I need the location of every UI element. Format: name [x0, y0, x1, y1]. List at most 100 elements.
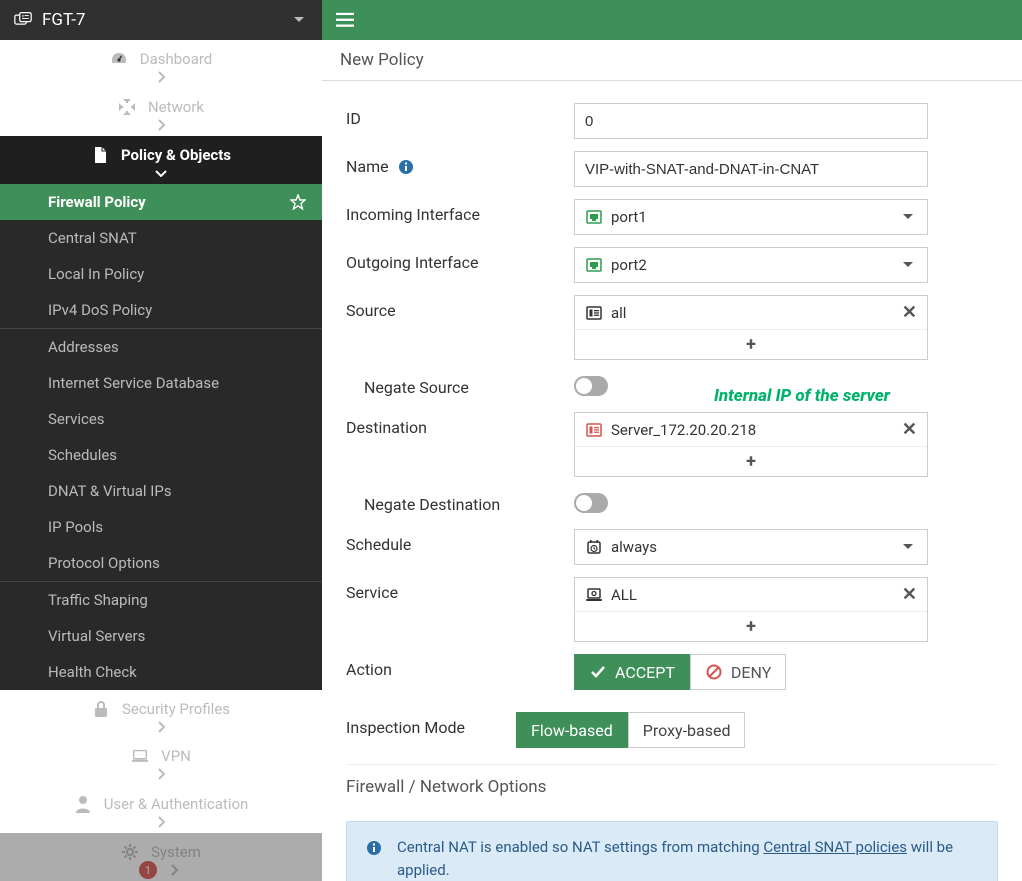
sidebar-item-dashboard[interactable]: Dashboard	[0, 40, 322, 88]
star-icon[interactable]	[290, 194, 306, 210]
negate-source-toggle[interactable]	[574, 376, 608, 396]
sidebar-item-central-snat[interactable]: Central SNAT	[0, 220, 322, 256]
section-firewall-network: Firewall / Network Options	[346, 764, 998, 805]
device-name: FGT-7	[42, 10, 85, 30]
service-icon	[585, 586, 603, 604]
user-icon	[74, 795, 92, 813]
port-icon	[585, 256, 603, 274]
port-icon	[585, 208, 603, 226]
add-source-button[interactable]: +	[575, 329, 927, 359]
info-panel: Central NAT is enabled so NAT settings f…	[346, 821, 998, 881]
outgoing-interface-select[interactable]: port2	[574, 247, 928, 283]
sidebar-item-dnat-vip[interactable]: DNAT & Virtual IPs	[0, 473, 322, 509]
nav-sub-label: Addresses	[48, 338, 119, 356]
add-destination-button[interactable]: +	[575, 446, 927, 476]
deny-button[interactable]: DENY	[690, 654, 786, 690]
btn-label: Proxy-based	[643, 721, 731, 740]
caret-down-icon	[290, 11, 308, 29]
source-item[interactable]: all ✕	[575, 296, 927, 329]
annotation-text: Internal IP of the server	[714, 386, 890, 406]
device-icon	[14, 11, 32, 29]
chevron-right-icon	[152, 765, 170, 783]
schedule-select[interactable]: always	[574, 529, 928, 565]
chevron-right-icon	[152, 68, 170, 86]
label-incoming: Incoming Interface	[346, 199, 574, 224]
proxy-based-button[interactable]: Proxy-based	[628, 712, 746, 748]
info-icon	[365, 839, 383, 857]
caret-down-icon	[899, 538, 917, 556]
main-pane: New Policy ID Name	[322, 0, 1022, 881]
caret-down-icon	[899, 208, 917, 226]
device-selector[interactable]: FGT-7	[0, 0, 322, 40]
sidebar-item-system[interactable]: System 1	[0, 833, 322, 881]
remove-icon[interactable]: ✕	[902, 584, 917, 605]
sidebar-item-traffic-shaping[interactable]: Traffic Shaping	[0, 582, 322, 618]
sidebar-item-health-check[interactable]: Health Check	[0, 654, 322, 690]
label-negate-source: Negate Source	[346, 372, 574, 397]
nav-sub-label: Virtual Servers	[48, 627, 145, 645]
sidebar-item-user-auth[interactable]: User & Authentication	[0, 785, 322, 833]
sidebar-item-addresses[interactable]: Addresses	[0, 329, 322, 365]
nav-sub-label: DNAT & Virtual IPs	[48, 482, 172, 500]
select-value: always	[611, 538, 657, 556]
destination-multiselect[interactable]: Server_172.20.20.218 ✕ +	[574, 412, 928, 477]
file-icon	[91, 146, 109, 164]
sidebar-item-policy-objects[interactable]: Policy & Objects	[0, 136, 322, 184]
chevron-down-icon	[152, 164, 170, 182]
system-badge: 1	[139, 861, 157, 879]
sidebar-item-local-in-policy[interactable]: Local In Policy	[0, 256, 322, 292]
nav-sub-label: Central SNAT	[48, 229, 137, 247]
sidebar-item-security-profiles[interactable]: Security Profiles	[0, 690, 322, 738]
btn-label: DENY	[731, 663, 771, 682]
name-input[interactable]	[574, 151, 928, 187]
nav-sub-label: Protocol Options	[48, 554, 160, 572]
sidebar-item-virtual-servers[interactable]: Virtual Servers	[0, 618, 322, 654]
chevron-right-icon	[152, 718, 170, 736]
btn-label: Flow-based	[531, 721, 613, 740]
source-multiselect[interactable]: all ✕ +	[574, 295, 928, 360]
item-label: Server_172.20.20.218	[611, 421, 756, 439]
sidebar-item-services[interactable]: Services	[0, 401, 322, 437]
negate-destination-toggle[interactable]	[574, 493, 608, 513]
action-toggle: ACCEPT DENY	[574, 654, 928, 690]
nav-sub-label: Firewall Policy	[48, 193, 146, 211]
label-source: Source	[346, 295, 574, 320]
incoming-interface-select[interactable]: port1	[574, 199, 928, 235]
caret-down-icon	[899, 256, 917, 274]
add-service-button[interactable]: +	[575, 611, 927, 641]
address-icon	[585, 304, 603, 322]
sidebar-item-network[interactable]: Network	[0, 88, 322, 136]
sidebar-item-internet-service-db[interactable]: Internet Service Database	[0, 365, 322, 401]
label-name: Name	[346, 151, 574, 176]
item-label: ALL	[611, 586, 637, 604]
label-id: ID	[346, 103, 574, 128]
remove-icon[interactable]: ✕	[902, 302, 917, 323]
nav-label: User & Authentication	[104, 795, 249, 813]
remove-icon[interactable]: ✕	[902, 419, 917, 440]
deny-icon	[705, 663, 723, 681]
topbar	[322, 0, 1022, 40]
flow-based-button[interactable]: Flow-based	[516, 712, 628, 748]
id-input[interactable]	[574, 103, 928, 139]
nav-label: System	[151, 843, 201, 861]
select-value: port1	[611, 208, 647, 226]
service-item[interactable]: ALL ✕	[575, 578, 927, 611]
accept-button[interactable]: ACCEPT	[574, 654, 690, 690]
sidebar-item-protocol-options[interactable]: Protocol Options	[0, 545, 322, 581]
sidebar-item-firewall-policy[interactable]: Firewall Policy	[0, 184, 322, 220]
item-label: all	[611, 304, 626, 322]
nav-sub-label: Schedules	[48, 446, 117, 464]
sidebar-item-vpn[interactable]: VPN	[0, 737, 322, 785]
hamburger-icon[interactable]	[336, 11, 354, 29]
nav-sub-label: Internet Service Database	[48, 374, 219, 392]
sidebar-item-ip-pools[interactable]: IP Pools	[0, 509, 322, 545]
central-snat-link[interactable]: Central SNAT policies	[763, 838, 907, 856]
address-icon	[585, 421, 603, 439]
destination-item[interactable]: Server_172.20.20.218 ✕	[575, 413, 927, 446]
sidebar-item-ipv4-dos-policy[interactable]: IPv4 DoS Policy	[0, 292, 322, 328]
sidebar-item-schedules[interactable]: Schedules	[0, 437, 322, 473]
info-icon[interactable]	[397, 158, 415, 176]
service-multiselect[interactable]: ALL ✕ +	[574, 577, 928, 642]
gear-icon	[121, 843, 139, 861]
check-icon	[589, 663, 607, 681]
